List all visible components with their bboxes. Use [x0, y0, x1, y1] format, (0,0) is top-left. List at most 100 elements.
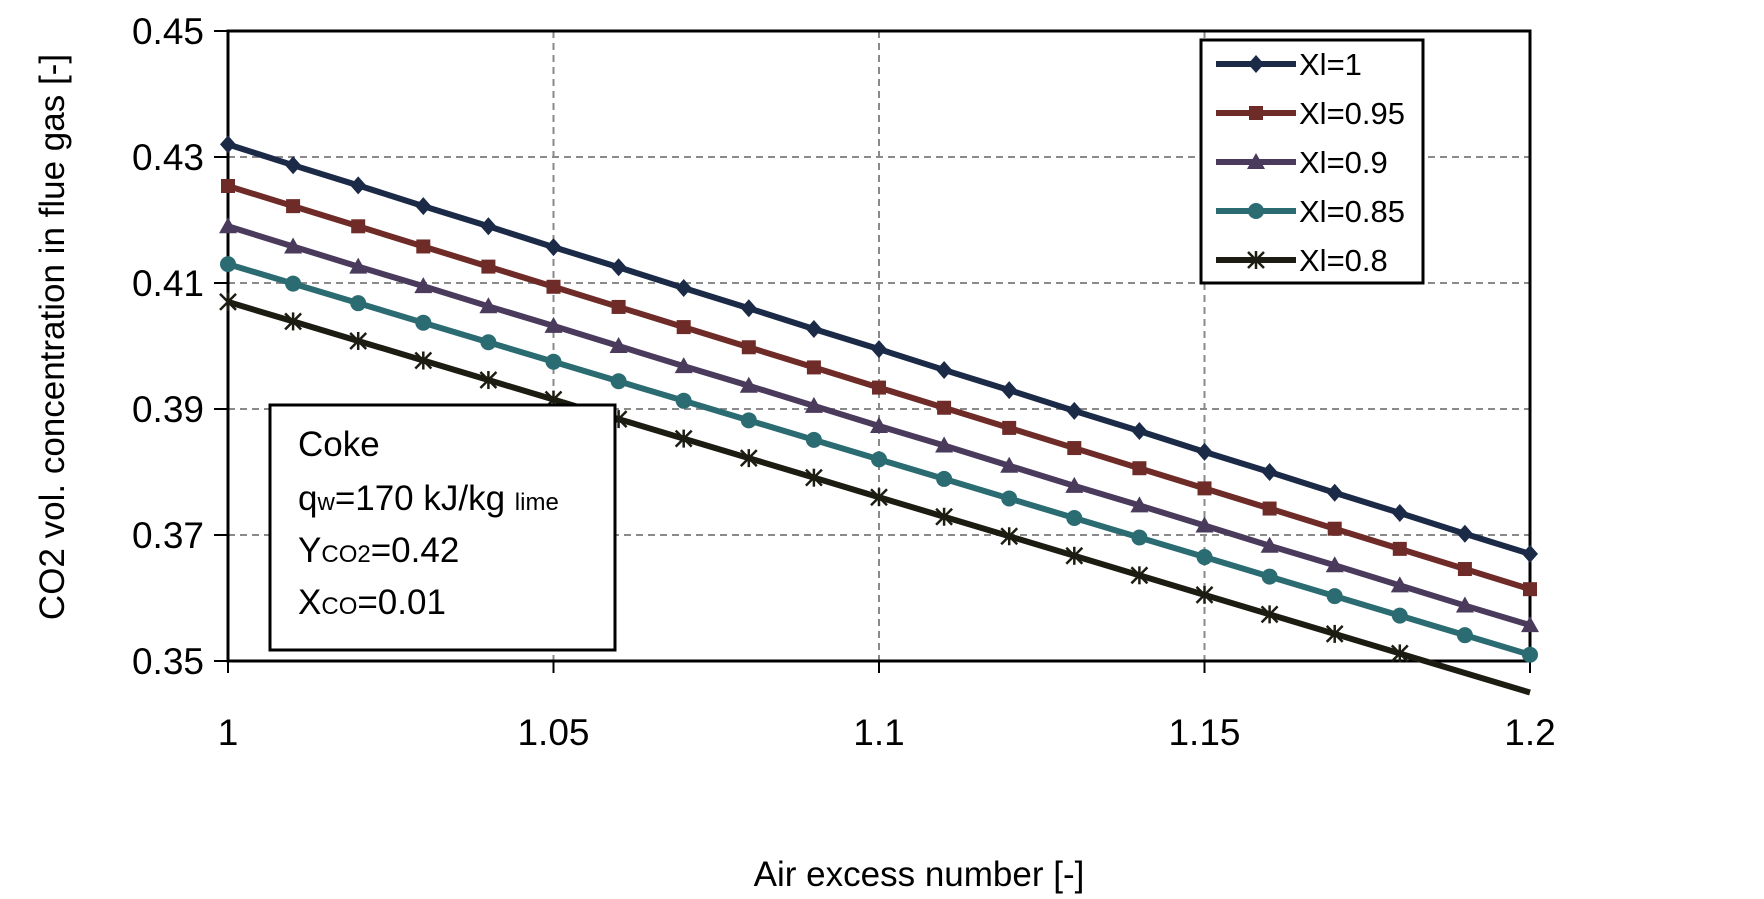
data-point: [611, 299, 626, 314]
y-tick-label: 0.35: [132, 641, 204, 682]
data-point: [1455, 596, 1474, 613]
data-point: [1067, 441, 1082, 456]
annotation-x-symbol: X: [298, 583, 321, 622]
data-point: [805, 319, 822, 338]
data-point: [480, 217, 497, 236]
data-point: [804, 396, 823, 413]
data-point: [740, 412, 757, 429]
data-point: [1390, 644, 1409, 663]
data-point: [609, 337, 628, 353]
data-point: [415, 314, 432, 331]
legend-marker: [1247, 153, 1265, 169]
legend-label: Xl=0.8: [1299, 243, 1388, 278]
data-point: [481, 259, 496, 274]
data-point: [739, 376, 758, 393]
data-point: [219, 217, 237, 234]
y-tick-label: 0.39: [132, 389, 204, 430]
data-point: [1327, 521, 1342, 536]
annotation-heat-value: =170 kJ/kg: [335, 479, 515, 518]
data-point: [871, 451, 887, 468]
annotation-x-value: =0.01: [357, 583, 446, 622]
annotation-y-symbol: Y: [298, 531, 321, 570]
legend-marker: [1248, 203, 1264, 219]
x-tick-label: 1.15: [1168, 712, 1240, 753]
data-point: [871, 340, 887, 359]
legend-marker: [1247, 251, 1265, 269]
data-point: [1130, 496, 1149, 513]
series-Xl=0.95: [221, 178, 1537, 597]
data-point: [479, 297, 498, 314]
annotation-heat-subscript: w: [316, 489, 335, 516]
series-Xl=1: [220, 135, 1538, 563]
data-point: [870, 417, 888, 434]
data-point: [284, 312, 302, 331]
data-point: [1000, 527, 1019, 546]
data-point: [286, 199, 301, 214]
data-point: [739, 449, 758, 468]
y-tick-label: 0.41: [132, 263, 204, 304]
data-point: [1456, 524, 1473, 543]
data-point: [1131, 422, 1148, 441]
data-point: [1066, 509, 1083, 526]
data-point: [220, 135, 236, 154]
data-point: [1392, 541, 1407, 556]
data-point: [1521, 616, 1539, 633]
data-point: [936, 470, 953, 487]
data-point: [1001, 381, 1018, 400]
data-point: [936, 360, 953, 379]
legend-item: Xl=0.9: [1216, 145, 1388, 180]
data-point: [610, 258, 627, 277]
data-point: [674, 429, 693, 448]
data-point: [219, 292, 237, 311]
data-point: [1132, 461, 1147, 476]
data-point: [1326, 483, 1343, 502]
legend: Xl=1 Xl=0.95 Xl=0.9 Xl=0.85 Xl=0.8: [1199, 38, 1425, 285]
data-point: [1325, 556, 1344, 573]
y-tick-label: 0.45: [132, 11, 204, 52]
data-point: [221, 178, 235, 193]
annotation-heat-demand: qw=170 kJ/kg lime: [298, 479, 559, 518]
data-point: [741, 340, 756, 355]
data-point: [935, 507, 953, 526]
series-Xl=0.85: [220, 256, 1538, 663]
series-group: [219, 135, 1539, 696]
data-point: [285, 156, 302, 175]
data-point: [220, 256, 236, 273]
data-point: [1130, 566, 1149, 585]
data-point: [1065, 476, 1084, 493]
annotation-co2-yield: YCO2=0.42: [298, 531, 459, 570]
data-point: [285, 275, 302, 292]
x-tick-label: 1.2: [1504, 712, 1555, 753]
data-point: [1522, 544, 1538, 563]
legend-item: Xl=1: [1216, 47, 1362, 82]
data-point: [806, 360, 821, 375]
data-point: [416, 239, 431, 254]
data-point: [1196, 442, 1213, 461]
x-axis-ticks: 1 1.05 1.1 1.15 1.2: [218, 661, 1556, 753]
data-point: [1260, 536, 1279, 553]
legend-marker: [1249, 106, 1263, 120]
data-point: [740, 299, 757, 318]
data-point: [545, 238, 562, 257]
annotation-heat-unit-tail: lime: [515, 489, 559, 516]
data-point: [1002, 420, 1017, 435]
data-point: [349, 257, 368, 274]
legend-item: Xl=0.95: [1216, 96, 1405, 131]
data-point: [546, 279, 561, 294]
data-point: [479, 371, 498, 390]
data-point: [1456, 627, 1473, 644]
data-point: [1326, 588, 1343, 605]
legend-label: Xl=0.9: [1299, 145, 1388, 180]
data-point: [1197, 481, 1212, 496]
annotation-title: Coke: [298, 425, 380, 464]
data-point: [1066, 401, 1083, 420]
data-point: [1000, 456, 1019, 473]
data-point: [1457, 562, 1472, 577]
data-point: [414, 351, 433, 370]
x-tick-label: 1: [218, 712, 239, 753]
data-point: [1260, 605, 1279, 624]
data-point: [545, 353, 562, 370]
data-point: [1522, 646, 1538, 663]
data-point: [1065, 546, 1084, 565]
data-point: [349, 331, 368, 350]
